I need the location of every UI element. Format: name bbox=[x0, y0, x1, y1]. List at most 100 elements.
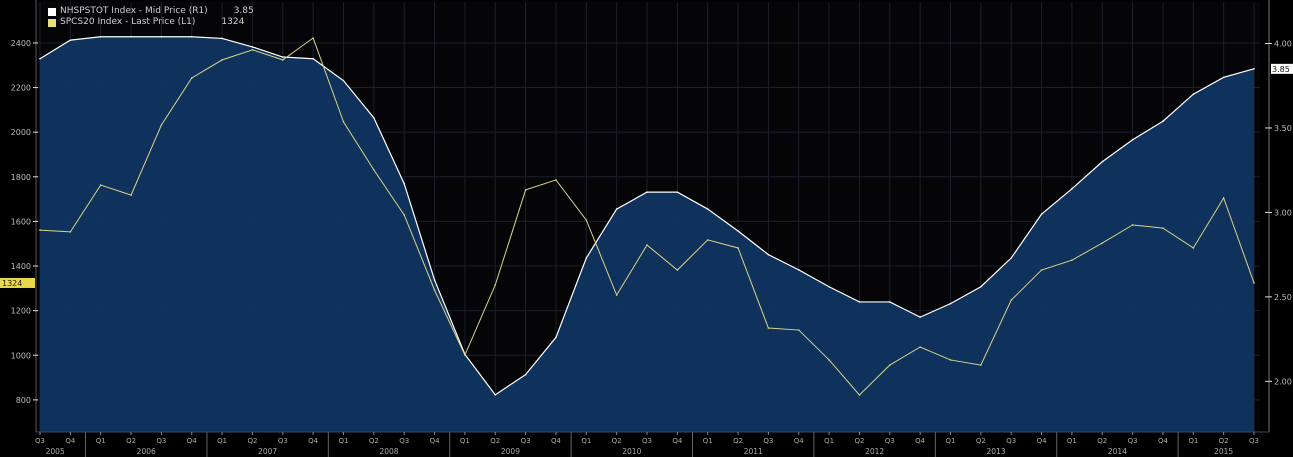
year-label: 2015 bbox=[1214, 447, 1233, 456]
series-2-point bbox=[1222, 197, 1225, 199]
x-tick-label: Q4 bbox=[308, 437, 319, 445]
x-tick-label: Q3 bbox=[642, 437, 652, 445]
year-label: 2012 bbox=[865, 447, 884, 456]
series-1-point bbox=[737, 230, 739, 232]
legend-value: 3.85 bbox=[233, 6, 254, 16]
x-tick-label: Q3 bbox=[1249, 437, 1259, 445]
series-1-point bbox=[403, 182, 406, 185]
legend-label: SPCS20 Index - Last Price (L1) bbox=[60, 17, 196, 27]
series-2-point bbox=[221, 59, 223, 61]
year-label: 2005 bbox=[46, 447, 65, 456]
series-1-point bbox=[1101, 160, 1104, 163]
series-2-point bbox=[494, 284, 497, 286]
series-2-point bbox=[646, 244, 648, 246]
series-2-point bbox=[858, 394, 861, 396]
series-1-point bbox=[676, 191, 679, 193]
series-2-point bbox=[464, 354, 466, 356]
x-tick-label: Q3 bbox=[399, 437, 409, 445]
left-tick-label: 1800 bbox=[11, 173, 31, 182]
series-1-point bbox=[1192, 93, 1195, 95]
series-2-point bbox=[889, 364, 891, 366]
series-2-point bbox=[949, 359, 952, 361]
series-1-point bbox=[555, 336, 557, 339]
legend-item-series-2[interactable]: SPCS20 Index - Last Price (L1) 1324 bbox=[48, 17, 254, 28]
year-label: 2013 bbox=[986, 447, 1005, 456]
series-2-point bbox=[69, 231, 72, 233]
series-2-point bbox=[737, 247, 739, 249]
x-tick-label: Q3 bbox=[156, 437, 166, 445]
series-2-point bbox=[160, 124, 163, 126]
series-2-point bbox=[767, 327, 770, 329]
left-tick-label: 1600 bbox=[11, 217, 31, 226]
series-2-point bbox=[1162, 227, 1164, 229]
x-tick-label: Q2 bbox=[247, 437, 257, 445]
left-tick-label: 1400 bbox=[11, 262, 31, 271]
year-label: 2006 bbox=[137, 447, 156, 456]
series-2-point bbox=[980, 364, 982, 366]
series-2-point bbox=[919, 346, 921, 348]
series-2-point bbox=[39, 229, 41, 231]
series-1-point bbox=[130, 35, 132, 38]
series-1-point bbox=[646, 191, 648, 193]
left-tick-label: 2000 bbox=[11, 128, 31, 137]
series-1-point bbox=[585, 257, 588, 259]
series-1-point bbox=[980, 285, 982, 288]
year-label: 2011 bbox=[744, 447, 763, 456]
series-1-point bbox=[1162, 120, 1164, 123]
x-tick-label: Q3 bbox=[278, 437, 288, 445]
series-2-point bbox=[1253, 282, 1255, 284]
series-area-fill bbox=[40, 36, 1254, 433]
series-2-point bbox=[373, 169, 375, 171]
series-2-point bbox=[342, 121, 345, 123]
series-1-point bbox=[524, 373, 527, 376]
series-1-point bbox=[342, 79, 345, 82]
right-tick-label: 3.50 bbox=[1274, 124, 1292, 133]
series-2-point bbox=[828, 359, 830, 361]
series-1-point bbox=[190, 35, 193, 38]
series-1-point bbox=[1040, 213, 1043, 215]
x-tick-label: Q4 bbox=[672, 437, 683, 445]
x-tick-label: Q1 bbox=[946, 437, 956, 445]
year-label: 2010 bbox=[622, 447, 641, 456]
x-tick-label: Q2 bbox=[490, 437, 500, 445]
x-tick-label: Q4 bbox=[1037, 437, 1048, 445]
last-value-label-left: 1324 bbox=[2, 279, 22, 288]
series-2-point bbox=[797, 329, 800, 331]
x-tick-label: Q2 bbox=[1097, 437, 1107, 445]
x-tick-label: Q2 bbox=[854, 437, 864, 445]
series-1-point bbox=[1131, 138, 1134, 141]
x-tick-label: Q1 bbox=[581, 437, 591, 445]
series-2-point bbox=[1071, 259, 1073, 262]
x-tick-label: Q1 bbox=[1067, 437, 1077, 445]
series-2-point bbox=[1101, 242, 1104, 244]
x-tick-label: Q2 bbox=[126, 437, 136, 445]
series-1-point bbox=[858, 301, 861, 303]
x-tick-label: Q4 bbox=[187, 437, 198, 445]
x-tick-label: Q3 bbox=[763, 437, 773, 445]
x-tick-label: Q1 bbox=[339, 437, 349, 445]
legend-item-series-1[interactable]: NHSPSTOT Index - Mid Price (R1) 3.85 bbox=[48, 6, 254, 17]
series-1-point bbox=[69, 39, 72, 41]
series-1-point bbox=[615, 208, 618, 210]
x-tick-label: Q3 bbox=[1128, 437, 1138, 445]
x-tick-label: Q1 bbox=[824, 437, 834, 445]
left-tick-label: 1000 bbox=[11, 351, 31, 360]
last-value-box-right bbox=[1271, 63, 1293, 74]
left-tick-label: 800 bbox=[16, 396, 31, 405]
x-tick-label: Q4 bbox=[551, 437, 562, 445]
legend: NHSPSTOT Index - Mid Price (R1) 3.85 SPC… bbox=[48, 6, 254, 28]
series-1-point bbox=[949, 302, 952, 305]
series-1-point bbox=[251, 46, 254, 48]
right-tick-label: 2.50 bbox=[1274, 293, 1292, 302]
right-tick-label: 4.00 bbox=[1274, 40, 1292, 49]
legend-value: 1324 bbox=[221, 17, 245, 27]
legend-label: NHSPSTOT Index - Mid Price (R1) bbox=[60, 6, 208, 16]
x-tick-label: Q1 bbox=[96, 437, 106, 445]
left-tick-label: 1200 bbox=[11, 307, 31, 316]
series-1-point bbox=[889, 301, 891, 303]
x-tick-label: Q3 bbox=[885, 437, 895, 445]
series-1-point bbox=[828, 285, 830, 288]
series-2-point bbox=[524, 189, 527, 191]
series-2-point bbox=[1131, 224, 1134, 226]
series-2-point bbox=[433, 289, 436, 291]
